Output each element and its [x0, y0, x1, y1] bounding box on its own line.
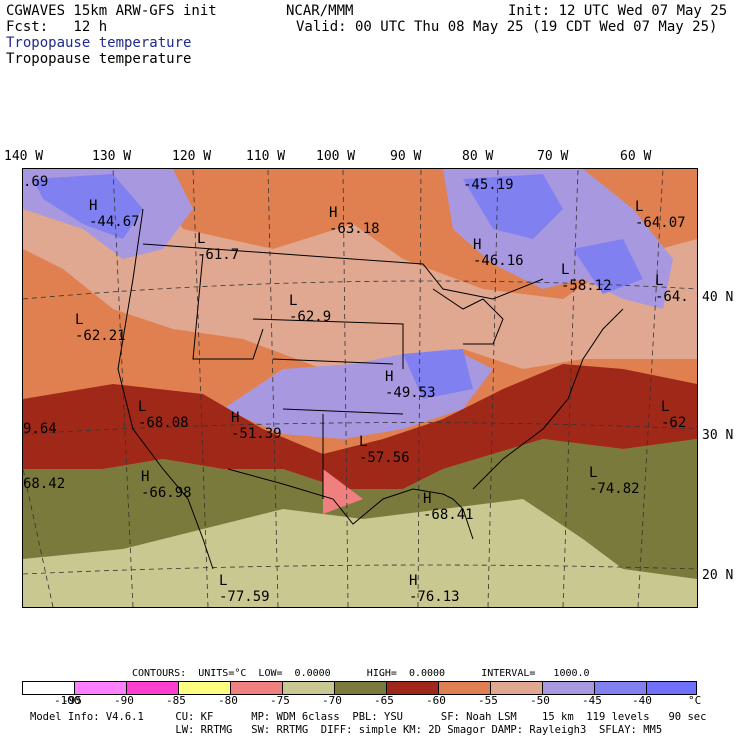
extremum-label: L -62.9: [289, 293, 332, 325]
extremum-label: H -66.98: [141, 469, 192, 501]
extremum-label: H -76.13: [409, 573, 460, 605]
extremum-label: L -62: [661, 399, 687, 431]
color-bin: [283, 682, 335, 694]
model-title: CGWAVES 15km ARW-GFS init: [6, 3, 217, 19]
color-bin: [387, 682, 439, 694]
field-title-secondary: Tropopause temperature: [6, 51, 192, 67]
extremum-label: 9.64: [23, 421, 57, 437]
color-bin: [75, 682, 127, 694]
colorbar-tick: -45: [582, 694, 602, 707]
extremum-label: H -68.41: [423, 491, 474, 523]
extremum-label: H -44.67: [89, 198, 140, 230]
lon-label: 90 W: [390, 149, 422, 164]
lon-label: 60 W: [620, 149, 652, 164]
color-bin: [335, 682, 387, 694]
extremum-label: L -64.07: [635, 199, 686, 231]
lon-label: 80 W: [462, 149, 494, 164]
lat-label: 30 N: [702, 428, 734, 443]
extremum-label: 68.42: [23, 476, 66, 492]
color-bin: [179, 682, 231, 694]
contours-info: CONTOURS: UNITS=°C LOW= 0.0000 HIGH= 0.0…: [132, 668, 590, 679]
extremum-label: H -46.16: [473, 237, 524, 269]
colorbar-tick: -50: [530, 694, 550, 707]
color-bin: [127, 682, 179, 694]
extremum-label: H -49.53: [385, 369, 436, 401]
colorbar-tick: -95: [62, 694, 82, 707]
extremum-label: L -64.: [655, 273, 689, 305]
colorbar-tick: -55: [478, 694, 498, 707]
valid-time: Valid: 00 UTC Thu 08 May 25 (19 CDT Wed …: [296, 19, 718, 35]
lon-label: 70 W: [537, 149, 569, 164]
map-field: [23, 169, 697, 607]
colorbar-tick: -85: [166, 694, 186, 707]
field-title-primary: Tropopause temperature: [6, 35, 192, 51]
extremum-label: L -61.7: [197, 231, 240, 263]
extremum-label: L -68.08: [138, 399, 189, 431]
extremum-label: -45.19: [463, 177, 514, 193]
extremum-label: L -77.59: [219, 573, 270, 605]
lat-label: 40 N: [702, 290, 734, 305]
forecast-hour: Fcst: 12 h: [6, 19, 108, 35]
colorbar-tick: -75: [270, 694, 290, 707]
color-bin: [231, 682, 283, 694]
lat-label: 20 N: [702, 568, 734, 583]
org-label: NCAR/MMM: [286, 3, 354, 19]
colorbar-tick: -70: [322, 694, 342, 707]
model-info-line2: LW: RRTMG SW: RRTMG DIFF: simple KM: 2D …: [30, 724, 663, 736]
color-bar: [22, 681, 697, 695]
colorbar-tick: -80: [218, 694, 238, 707]
colorbar-tick: -90: [114, 694, 134, 707]
init-time: Init: 12 UTC Wed 07 May 25: [508, 3, 728, 19]
model-info-line1: Model Info: V4.6.1 CU: KF MP: WDM 6class…: [30, 711, 707, 723]
color-bin: [543, 682, 595, 694]
lon-label: 130 W: [92, 149, 132, 164]
lon-label: 100 W: [316, 149, 356, 164]
extremum-label: L -57.56: [359, 434, 410, 466]
lon-label: 140 W: [4, 149, 44, 164]
extremum-label: L -58.12: [561, 262, 612, 294]
extremum-label: L -74.82: [589, 465, 640, 497]
colorbar-tick: -100: [54, 694, 81, 707]
color-bin: [491, 682, 543, 694]
color-bin: [595, 682, 647, 694]
colorbar-tick: -40: [632, 694, 652, 707]
extremum-label: .69: [23, 174, 49, 190]
extremum-label: H -51.39: [231, 410, 282, 442]
map-panel[interactable]: H -44.67 L -61.7 H -63.18 -45.19 H -46.16 L-…: [22, 168, 698, 608]
lon-label: 110 W: [246, 149, 286, 164]
colorbar-tick: -60: [426, 694, 446, 707]
color-bin: [23, 682, 75, 694]
color-bin: [647, 682, 696, 694]
lon-label: 120 W: [172, 149, 212, 164]
colorbar-unit: °C: [688, 694, 702, 707]
extremum-label: L -62.21: [75, 312, 126, 344]
extremum-label: H -63.18: [329, 205, 380, 237]
color-bin: [439, 682, 491, 694]
colorbar-tick: -65: [374, 694, 394, 707]
